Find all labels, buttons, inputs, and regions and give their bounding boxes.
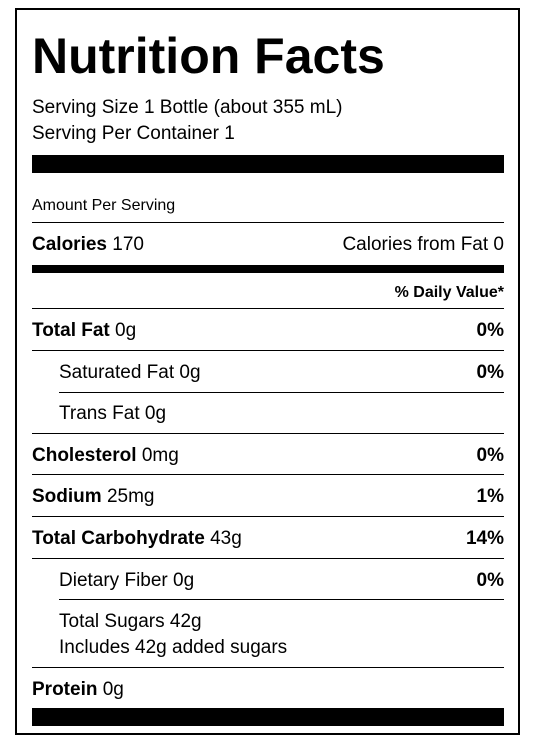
nutrient-amount: 0mg (141, 445, 179, 466)
nutrient-amount: 0g (102, 679, 124, 700)
nutrient-daily-value: 0% (476, 320, 504, 341)
calories-from-fat: Calories from Fat 0 (342, 234, 504, 255)
calories-row: Calories 170 Calories from Fat 0 (32, 233, 504, 257)
nutrient-label: Dietary Fiber 0g (59, 570, 195, 591)
nutrient-amount: 0g (115, 320, 137, 341)
divider (32, 667, 504, 668)
nutrient-daily-value: 0% (476, 445, 504, 466)
label-title: Nutrition Facts (32, 28, 385, 84)
nutrient-row-saturated-fat: Saturated Fat 0g 0% (59, 361, 504, 385)
nutrient-row-added-sugars: Includes 42g added sugars (59, 636, 504, 660)
nutrient-row-sodium: Sodium 25mg 1% (32, 485, 504, 509)
nutrient-label: Sodium (32, 486, 102, 507)
daily-value-header: % Daily Value* (394, 284, 504, 301)
medium-divider (32, 265, 504, 273)
nutrient-row-total-fat: Total Fat 0g 0% (32, 319, 504, 343)
divider (59, 599, 504, 600)
nutrient-row-total-sugars: Total Sugars 42g (59, 610, 504, 634)
divider (32, 474, 504, 475)
amount-per-serving: Amount Per Serving (32, 197, 176, 214)
divider (59, 392, 504, 393)
nutrient-label: Protein (32, 679, 98, 700)
thick-divider-bottom (32, 708, 504, 726)
nutrient-row-cholesterol: Cholesterol 0mg 0% (32, 444, 504, 468)
divider (32, 308, 504, 309)
servings-per-container: Serving Per Container 1 (32, 123, 235, 144)
calories-value: 170 (112, 234, 144, 255)
nutrient-row-total-carbohydrate: Total Carbohydrate 43g 14% (32, 527, 504, 551)
divider (32, 350, 504, 351)
nutrient-row-trans-fat: Trans Fat 0g (59, 402, 504, 426)
nutrient-label: Cholesterol (32, 445, 137, 466)
nutrient-daily-value: 1% (476, 486, 504, 507)
nutrient-label: Total Carbohydrate (32, 528, 205, 549)
nutrient-label: Saturated Fat 0g (59, 362, 201, 383)
serving-size: Serving Size 1 Bottle (about 355 mL) (32, 97, 343, 118)
nutrient-amount: 43g (210, 528, 242, 549)
divider (32, 558, 504, 559)
nutrient-label: Total Fat (32, 320, 110, 341)
calories-label: Calories (32, 234, 107, 255)
divider (32, 516, 504, 517)
nutrition-label: Nutrition Facts Serving Size 1 Bottle (a… (15, 8, 520, 735)
divider (32, 433, 504, 434)
thick-divider-top (32, 155, 504, 173)
divider (32, 222, 504, 223)
label-content: Nutrition Facts Serving Size 1 Bottle (a… (32, 10, 504, 733)
nutrient-label: Includes 42g added sugars (59, 637, 288, 658)
nutrient-amount: 25mg (106, 486, 155, 507)
nutrient-daily-value: 14% (465, 528, 504, 549)
nutrient-row-dietary-fiber: Dietary Fiber 0g 0% (59, 569, 504, 593)
nutrient-label: Trans Fat 0g (59, 403, 167, 424)
nutrient-label: Total Sugars 42g (59, 611, 202, 632)
nutrient-row-protein: Protein 0g (32, 678, 504, 702)
nutrient-daily-value: 0% (476, 362, 504, 383)
nutrient-daily-value: 0% (476, 570, 504, 591)
